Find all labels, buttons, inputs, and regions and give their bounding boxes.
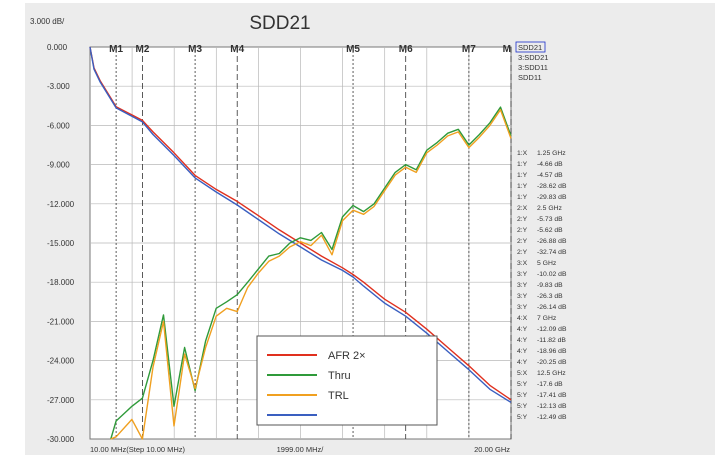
readout-key: 5:Y (517, 381, 528, 388)
readout-value: -17.41 dB (537, 392, 567, 399)
readout-key: 5:Y (517, 392, 528, 399)
readout-value: -29.83 dB (537, 194, 567, 201)
readout-key: 2:Y (517, 249, 528, 256)
y-tick-label: -6.000 (47, 121, 70, 130)
readout-key: 4:Y (517, 359, 528, 366)
readout-value: -17.6 dB (537, 381, 563, 388)
trace-list-item[interactable]: SDD21 (518, 43, 542, 52)
y-tick-label: -9.000 (47, 161, 70, 170)
readout-key: 2:Y (517, 238, 528, 245)
marker-label: M (503, 44, 511, 55)
readout-key: 1:Y (517, 194, 528, 201)
trace-list-item[interactable]: SDD11 (518, 73, 542, 82)
readout-value: -9.83 dB (537, 282, 563, 289)
y-tick-label: -21.000 (47, 317, 75, 326)
readout-key: 5:X (517, 370, 528, 377)
readout-key: 1:Y (517, 172, 528, 179)
marker-label: M7 (462, 44, 476, 55)
readout-value: 7 GHz (537, 315, 557, 322)
legend-label: TRL (328, 390, 349, 402)
readout-value: 12.5 GHz (537, 370, 566, 377)
readout-key: 1:Y (517, 183, 528, 190)
y-tick-labels: 0.000 -3.000 -6.000 -9.000 -12.000 -15.000 -18… (47, 43, 75, 444)
traces (89, 46, 512, 440)
x-label-start: 10.00 MHz(Step 10.00 MHz) (90, 445, 186, 454)
marker-label: M1 (109, 44, 123, 55)
y-tick-label: -15.000 (47, 239, 75, 248)
legend-label: AFR 2× (328, 350, 366, 362)
readout-value: -5.62 dB (537, 227, 563, 234)
readout-key: 4:Y (517, 337, 528, 344)
readout-key: 4:Y (517, 348, 528, 355)
readout-value: -11.82 dB (537, 337, 566, 344)
x-label-end: 20.00 GHz (474, 445, 510, 454)
readout-value: -32.74 dB (537, 249, 567, 256)
trace-list-active-box (515, 41, 546, 53)
y-tick-label: -30.000 (47, 435, 75, 444)
readout-key: 3:X (517, 260, 528, 267)
readout-value: -5.73 dB (537, 216, 563, 223)
chart-frame: 0.000 -3.000 -6.000 -9.000 -12.000 -15.000 -18… (25, 3, 715, 455)
readout-value: -4.66 dB (537, 161, 563, 168)
readout-key: 3:Y (517, 271, 528, 278)
marker-readouts: 1:X 1.25 GHz 1:Y -4.66 dB 1:Y -4.57 dB 1:Y -28.… (517, 150, 567, 421)
marker-label: M2 (135, 44, 149, 55)
readout-key: 5:Y (517, 403, 528, 410)
readout-value: -12.09 dB (537, 326, 567, 333)
readout-key: 1:Y (517, 161, 528, 168)
series-line (110, 106, 512, 440)
series-line (89, 46, 512, 401)
readout-value: -18.96 dB (537, 348, 567, 355)
readout-value: 5 GHz (537, 260, 557, 267)
legend-box: AFR 2× Thru TRL (256, 335, 438, 426)
readout-key: 4:X (517, 315, 528, 322)
readout-value: -12.13 dB (537, 403, 567, 410)
marker-labels: M1 M2 M3 M4 M5 M6 M7 M (109, 44, 511, 55)
y-tick-label: -27.000 (47, 396, 75, 405)
y-tick-label: -12.000 (47, 200, 75, 209)
marker-label: M6 (399, 44, 413, 55)
readout-value: 1.25 GHz (537, 150, 566, 157)
readout-value: -12.49 dB (537, 414, 567, 421)
sdd21-chart: 0.000 -3.000 -6.000 -9.000 -12.000 -15.000 -18… (30, 13, 567, 454)
readout-value: -26.88 dB (537, 238, 567, 245)
readout-key: 2:Y (517, 227, 528, 234)
readout-key: 3:Y (517, 304, 528, 311)
y-tick-label: -3.000 (47, 82, 70, 91)
y-tick-label: 0.000 (47, 43, 68, 52)
readout-value: -4.57 dB (537, 172, 563, 179)
readout-value: -26.14 dB (537, 304, 567, 311)
readout-value: -26.3 dB (537, 293, 563, 300)
readout-key: 3:Y (517, 293, 528, 300)
y-unit-label: 3.000 dB/ (30, 17, 65, 26)
legend-frame (256, 335, 438, 426)
readout-value: -20.25 dB (537, 359, 567, 366)
y-tick-label: -24.000 (47, 357, 75, 366)
readout-key: 1:X (517, 150, 528, 157)
readout-key: 2:X (517, 205, 528, 212)
readout-key: 2:Y (517, 216, 528, 223)
marker-label: M3 (188, 44, 202, 55)
marker-label: M5 (346, 44, 360, 55)
trace-list-item[interactable]: 3:SDD11 (518, 63, 548, 72)
readout-value: 2.5 GHz (537, 205, 563, 212)
series-line (110, 108, 512, 440)
y-tick-label: -18.000 (47, 278, 75, 287)
readout-key: 5:Y (517, 414, 528, 421)
series-line (89, 46, 512, 403)
chart-title: SDD21 (249, 13, 310, 34)
readout-key: 3:Y (517, 282, 528, 289)
readout-key: 4:Y (517, 326, 528, 333)
readout-value: -28.62 dB (537, 183, 567, 190)
x-label-mid: 1999.00 MHz/ (277, 445, 325, 454)
legend-label: Thru (328, 370, 351, 382)
readout-value: -10.02 dB (537, 271, 567, 278)
marker-label: M4 (230, 44, 244, 55)
trace-list-item[interactable]: 3:SDD21 (518, 53, 548, 62)
